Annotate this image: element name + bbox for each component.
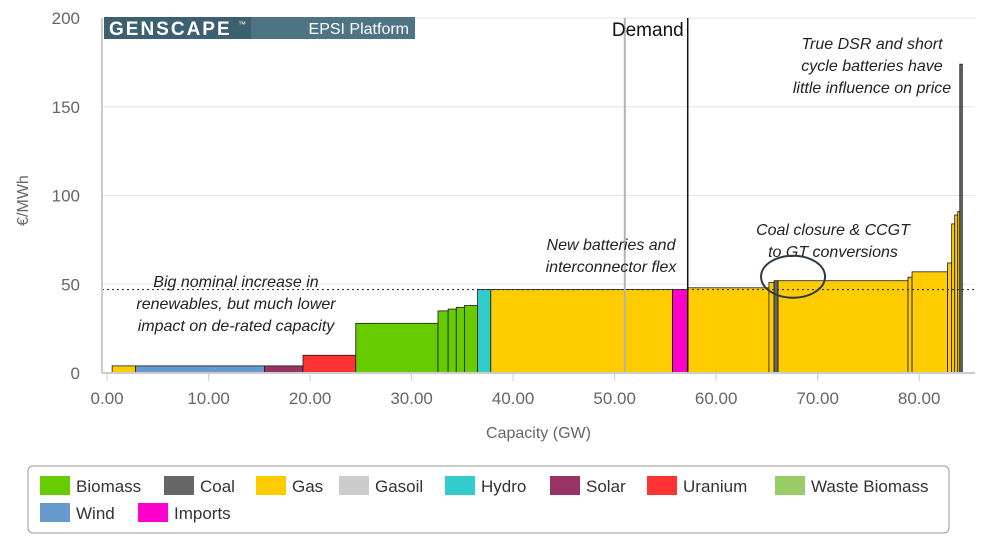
- logo-product-bg: [251, 17, 415, 39]
- annotation-coal-closure: to GT conversions: [768, 244, 898, 261]
- legend-label-uranium: Uranium: [683, 477, 747, 496]
- block-biomass: [437, 310, 449, 374]
- x-tick-label: 40.00: [492, 389, 535, 408]
- annotation-batteries: New batteries and: [547, 237, 677, 254]
- block-gas: [768, 282, 775, 374]
- circle-marker: [760, 254, 827, 299]
- y-tick-label: 0: [71, 364, 80, 383]
- y-tick-label: 150: [52, 98, 80, 117]
- legend-swatch-gas: [256, 476, 286, 495]
- demand-label: Demand: [612, 20, 684, 41]
- x-tick-label: 60.00: [695, 389, 738, 408]
- block-biomass: [455, 306, 465, 374]
- reference-lines: Demand: [102, 18, 975, 373]
- legend-label-hydro: Hydro: [481, 477, 526, 496]
- annotation-renewables: Big nominal increase in: [153, 274, 319, 291]
- legend-label-imports: Imports: [174, 504, 231, 523]
- block-gas: [111, 365, 136, 374]
- x-tick-label: 20.00: [289, 389, 332, 408]
- block-gas: [687, 287, 770, 374]
- legend-label-solar: Solar: [586, 477, 626, 496]
- logo-brand-text: GENSCAPE: [109, 19, 232, 40]
- legend-swatch-solar: [550, 476, 580, 495]
- annotation-renewables: impact on de-rated capacity: [138, 318, 336, 335]
- x-tick-label: 70.00: [796, 389, 839, 408]
- block-gas: [490, 289, 673, 374]
- legend-swatch-biomass: [40, 476, 70, 495]
- block-gas: [777, 280, 909, 374]
- legend-swatch-coal: [164, 476, 194, 495]
- block-imports: [672, 289, 689, 374]
- logo-product-text: EPSI Platform: [309, 21, 409, 38]
- block-coal: [959, 63, 963, 374]
- legend-swatch-imports: [138, 503, 168, 522]
- y-tick-label: 200: [52, 9, 80, 28]
- legend-label-gasoil: Gasoil: [375, 477, 423, 496]
- legend-swatch-waste-biomass: [775, 476, 805, 495]
- logo-brand-bg: [104, 17, 251, 39]
- block-hydro: [477, 289, 492, 374]
- axes: 0 50 100 150 200 0.00 10.00 20.00 30.00 40.00 50.0…: [15, 9, 975, 442]
- genscape-logo: GENSCAPE ™ EPSI Platform: [104, 17, 415, 40]
- annotation-batteries: interconnector flex: [546, 259, 678, 276]
- x-tick-label: 50.00: [593, 389, 636, 408]
- legend-swatch-wind: [40, 503, 70, 522]
- legend-swatch-hydro: [445, 476, 475, 495]
- block-gas: [907, 276, 913, 374]
- block-gas: [954, 214, 959, 374]
- legend: Biomass Coal Gas Gasoil Hydro Solar Uranium Was…: [27, 465, 950, 534]
- y-tick-label: 50: [61, 275, 80, 294]
- annotation-dsr: cycle batteries have: [801, 58, 943, 75]
- annotation-dsr: little influence on price: [793, 80, 951, 97]
- y-axis-title: €/MWh: [15, 175, 32, 226]
- legend-swatch-gasoil: [339, 476, 369, 495]
- y-tick-label: 100: [52, 187, 80, 206]
- annotation-coal-closure: Coal closure & CCGT: [756, 222, 911, 239]
- legend-label-waste-biomass: Waste Biomass: [811, 477, 928, 496]
- x-axis-title: Capacity (GW): [486, 425, 591, 442]
- block-uranium: [302, 354, 357, 374]
- annotation-renewables: renewables, but much lower: [136, 296, 336, 313]
- block-biomass: [463, 305, 478, 374]
- annotation-dsr: True DSR and short: [801, 36, 943, 53]
- block-gas: [951, 223, 956, 374]
- block-gas: [947, 262, 953, 374]
- x-tick-label: 30.00: [390, 389, 433, 408]
- annotations: Big nominal increase in renewables, but m…: [136, 36, 951, 335]
- legend-label-coal: Coal: [200, 477, 235, 496]
- legend-label-biomass: Biomass: [76, 477, 141, 496]
- supply-blocks: [111, 63, 963, 374]
- x-tick-label: 10.00: [187, 389, 230, 408]
- x-tick-label: 80.00: [898, 389, 941, 408]
- legend-label-wind: Wind: [76, 504, 115, 523]
- block-biomass: [355, 322, 439, 374]
- block-solar: [264, 365, 304, 374]
- legend-label-gas: Gas: [292, 477, 323, 496]
- block-wind: [135, 365, 265, 374]
- block-gas: [911, 271, 948, 374]
- legend-swatch-uranium: [647, 476, 677, 495]
- block-biomass: [447, 308, 457, 374]
- x-tick-label: 0.00: [91, 389, 124, 408]
- logo-trademark: ™: [238, 20, 246, 29]
